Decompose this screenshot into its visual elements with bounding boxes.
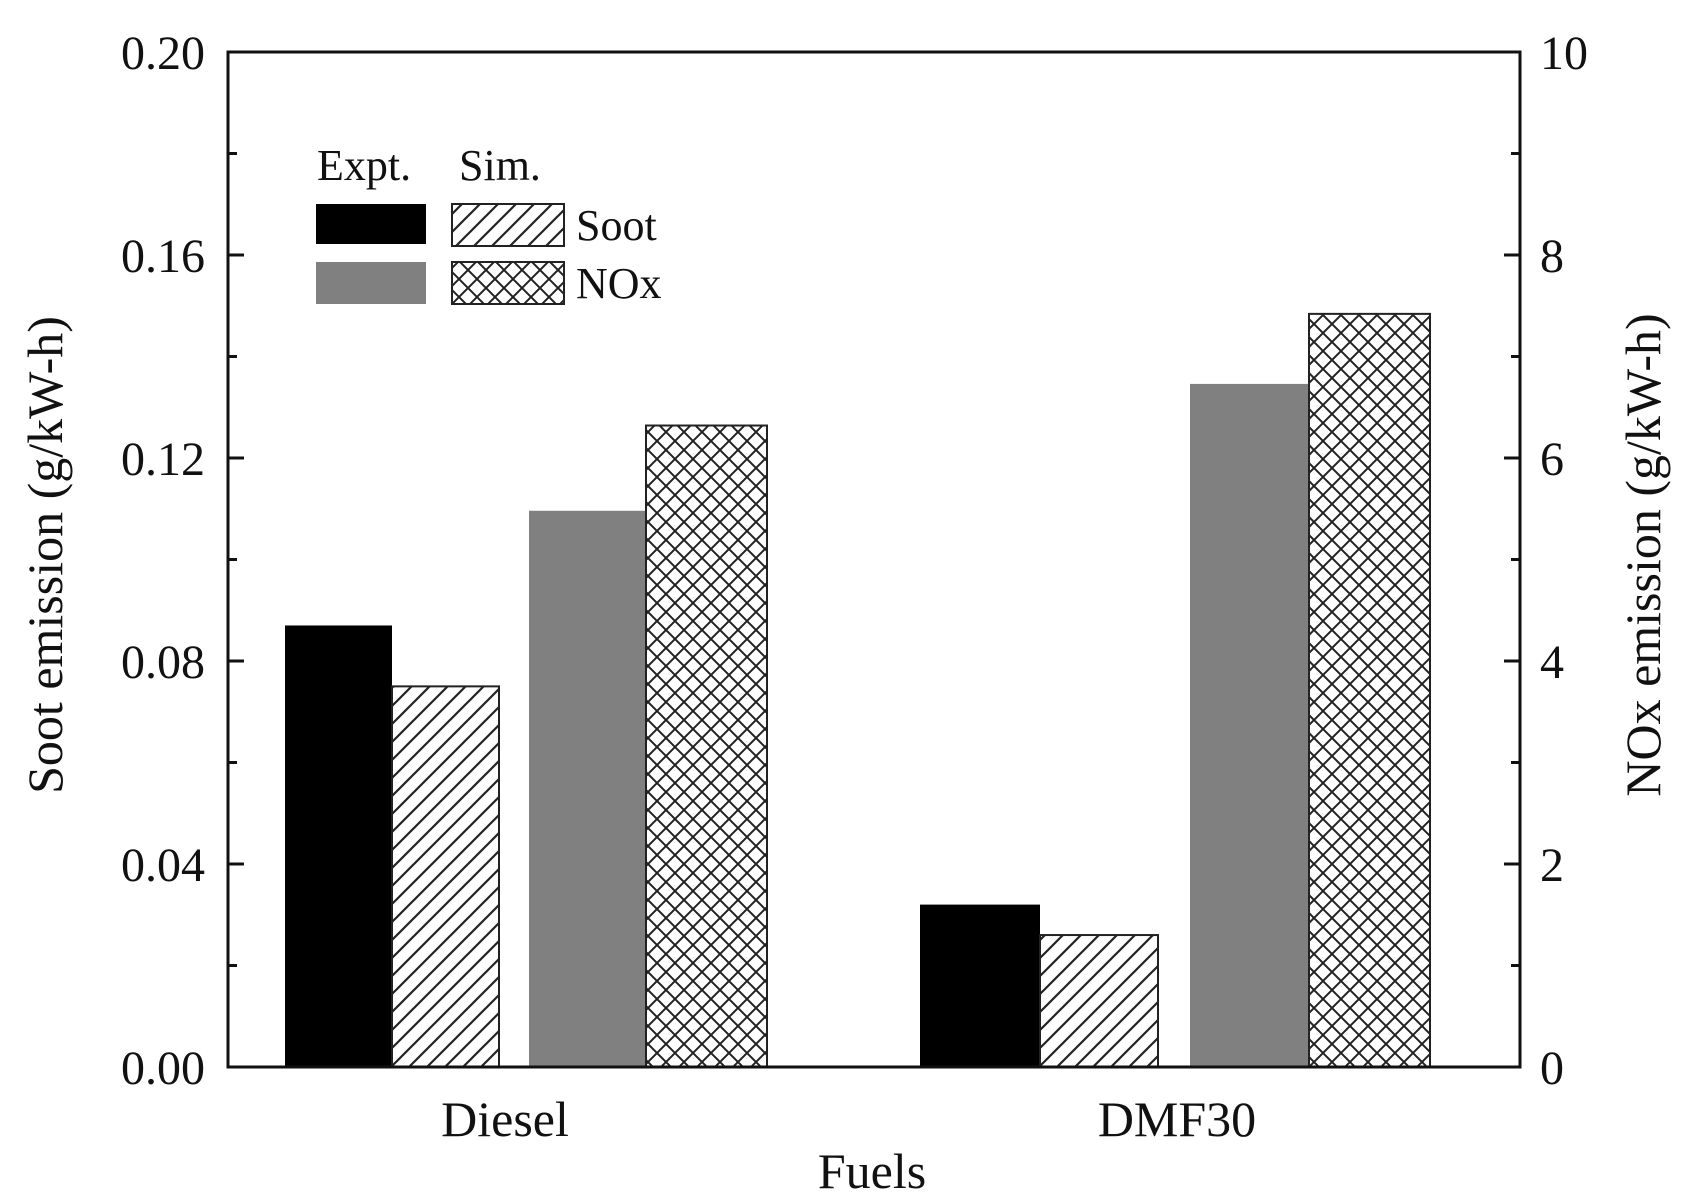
- bar-dmf30-nox-expt: [1190, 383, 1309, 1067]
- right-tick-label: 2: [1540, 839, 1564, 892]
- category-label-dmf30: DMF30: [1098, 1091, 1256, 1147]
- bar-diesel-nox-sim: [645, 424, 768, 1068]
- bar-dmf30-soot-expt: [920, 904, 1040, 1067]
- right-tick-label: 6: [1540, 433, 1564, 486]
- bar-diesel-soot-sim: [391, 685, 500, 1068]
- x-axis-title: Fuels: [818, 1143, 926, 1199]
- right-axis-ticks: 0 2 4 6 8 10: [1504, 27, 1588, 1095]
- legend-label-soot: Soot: [576, 201, 657, 250]
- right-tick-label: 10: [1540, 27, 1588, 80]
- bar-diesel-nox-expt: [529, 510, 646, 1067]
- left-axis-title: Soot emission (g/kW-h): [17, 316, 73, 794]
- right-axis-title: NOx emission (g/kW-h): [1615, 313, 1671, 796]
- legend-swatch-soot-sim: [451, 203, 565, 247]
- left-tick-label: 0.16: [121, 230, 205, 283]
- legend-header-sim: Sim.: [459, 141, 541, 190]
- left-axis-ticks: 0.00 0.04 0.08 0.12 0.16 0.20: [121, 27, 244, 1095]
- bar-diesel-soot-expt: [285, 625, 392, 1067]
- legend-header-expt: Expt.: [317, 141, 411, 190]
- legend-swatch-nox-expt: [316, 262, 426, 304]
- bars-group: [285, 312, 1431, 1068]
- legend-swatch-soot-expt: [316, 204, 426, 244]
- left-tick-label: 0.20: [121, 27, 205, 80]
- left-tick-label: 0.00: [121, 1042, 205, 1095]
- right-tick-label: 8: [1540, 230, 1564, 283]
- right-tick-label: 4: [1540, 636, 1564, 689]
- category-label-diesel: Diesel: [441, 1091, 569, 1147]
- legend-swatch-nox-sim: [451, 261, 565, 305]
- right-tick-label: 0: [1540, 1042, 1564, 1095]
- legend: Expt. Sim. Soot NOx: [316, 141, 662, 308]
- bar-dmf30-soot-sim: [1039, 934, 1159, 1068]
- bar-dmf30-nox-sim: [1308, 312, 1431, 1068]
- legend-label-nox: NOx: [576, 259, 662, 308]
- left-tick-label: 0.04: [121, 839, 205, 892]
- left-tick-label: 0.08: [121, 636, 205, 689]
- left-tick-label: 0.12: [121, 433, 205, 486]
